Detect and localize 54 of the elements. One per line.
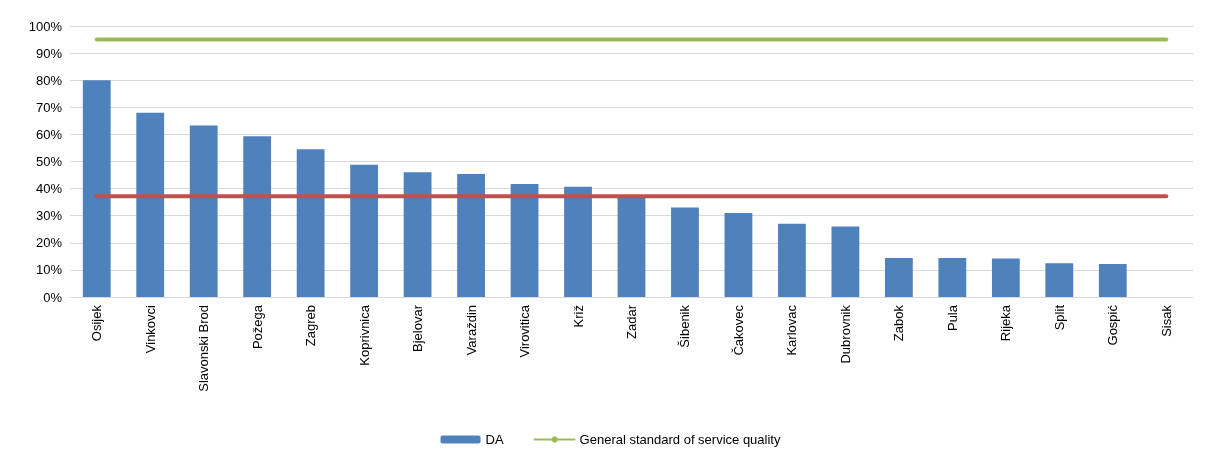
- bar: [991, 258, 1020, 297]
- x-tick-label: Križ: [570, 305, 586, 328]
- x-tick-label: Pula: [944, 304, 960, 332]
- x-tick-label: Zadar: [624, 304, 639, 339]
- bar: [724, 212, 753, 297]
- x-tick-label: Šibenik: [677, 304, 693, 348]
- y-tick-label: 10%: [35, 262, 63, 278]
- bar: [617, 196, 646, 297]
- x-tick-label: Split: [1051, 304, 1067, 331]
- x-tick-label: Karlovac: [784, 304, 800, 356]
- x-tick-label: Virovitica: [517, 304, 533, 358]
- x-tick-label: Sisak: [1158, 304, 1174, 337]
- y-tick-label: 50%: [35, 154, 63, 169]
- x-tick-label: Varaždin: [463, 305, 479, 356]
- x-tick-label: Zabok: [891, 304, 907, 342]
- x-tick-label: Vinkovci: [142, 304, 158, 354]
- y-tick-label: 0%: [43, 289, 63, 305]
- x-tick-label: Osijek: [89, 304, 105, 342]
- bar: [1045, 263, 1074, 297]
- bar: [350, 164, 379, 297]
- bar: [884, 257, 913, 297]
- y-tick-label: 30%: [35, 208, 63, 224]
- bar: [403, 172, 432, 297]
- legend-label: General standard of service quality: [579, 432, 781, 447]
- bar: [189, 125, 218, 297]
- x-tick-label: Koprivnica: [356, 304, 372, 366]
- bar: [938, 257, 967, 297]
- y-tick-label: 60%: [35, 126, 63, 142]
- y-tick-label: 70%: [35, 99, 63, 115]
- x-tick-label: Čakovec: [730, 304, 746, 356]
- y-tick-label: 90%: [35, 45, 63, 61]
- bar: [136, 112, 165, 297]
- y-tick-label: 100%: [28, 18, 63, 34]
- bar: [457, 173, 485, 297]
- bar: [510, 183, 539, 297]
- bar: [831, 226, 860, 297]
- x-tick-label: Požega: [249, 304, 265, 350]
- x-tick-label: Bjelovar: [410, 304, 426, 352]
- x-tick-label: Gospić: [1105, 304, 1121, 346]
- bar: [243, 136, 272, 297]
- bar: [564, 186, 592, 297]
- y-tick-label: 20%: [35, 235, 63, 251]
- x-tick-label: Rijeka: [998, 304, 1014, 342]
- bar: [1098, 263, 1127, 297]
- bar: [82, 80, 111, 297]
- y-tick-label: 40%: [35, 181, 63, 197]
- bar: [671, 207, 699, 297]
- x-tick-label: Zagreb: [303, 305, 319, 347]
- bar: [778, 223, 806, 297]
- y-tick-label: 80%: [35, 72, 63, 88]
- x-tick-label: Dubrovnik: [837, 304, 853, 364]
- legend-label: DA: [485, 432, 504, 447]
- x-tick-label: Slavonski Brod: [196, 305, 212, 392]
- bar: [296, 149, 325, 297]
